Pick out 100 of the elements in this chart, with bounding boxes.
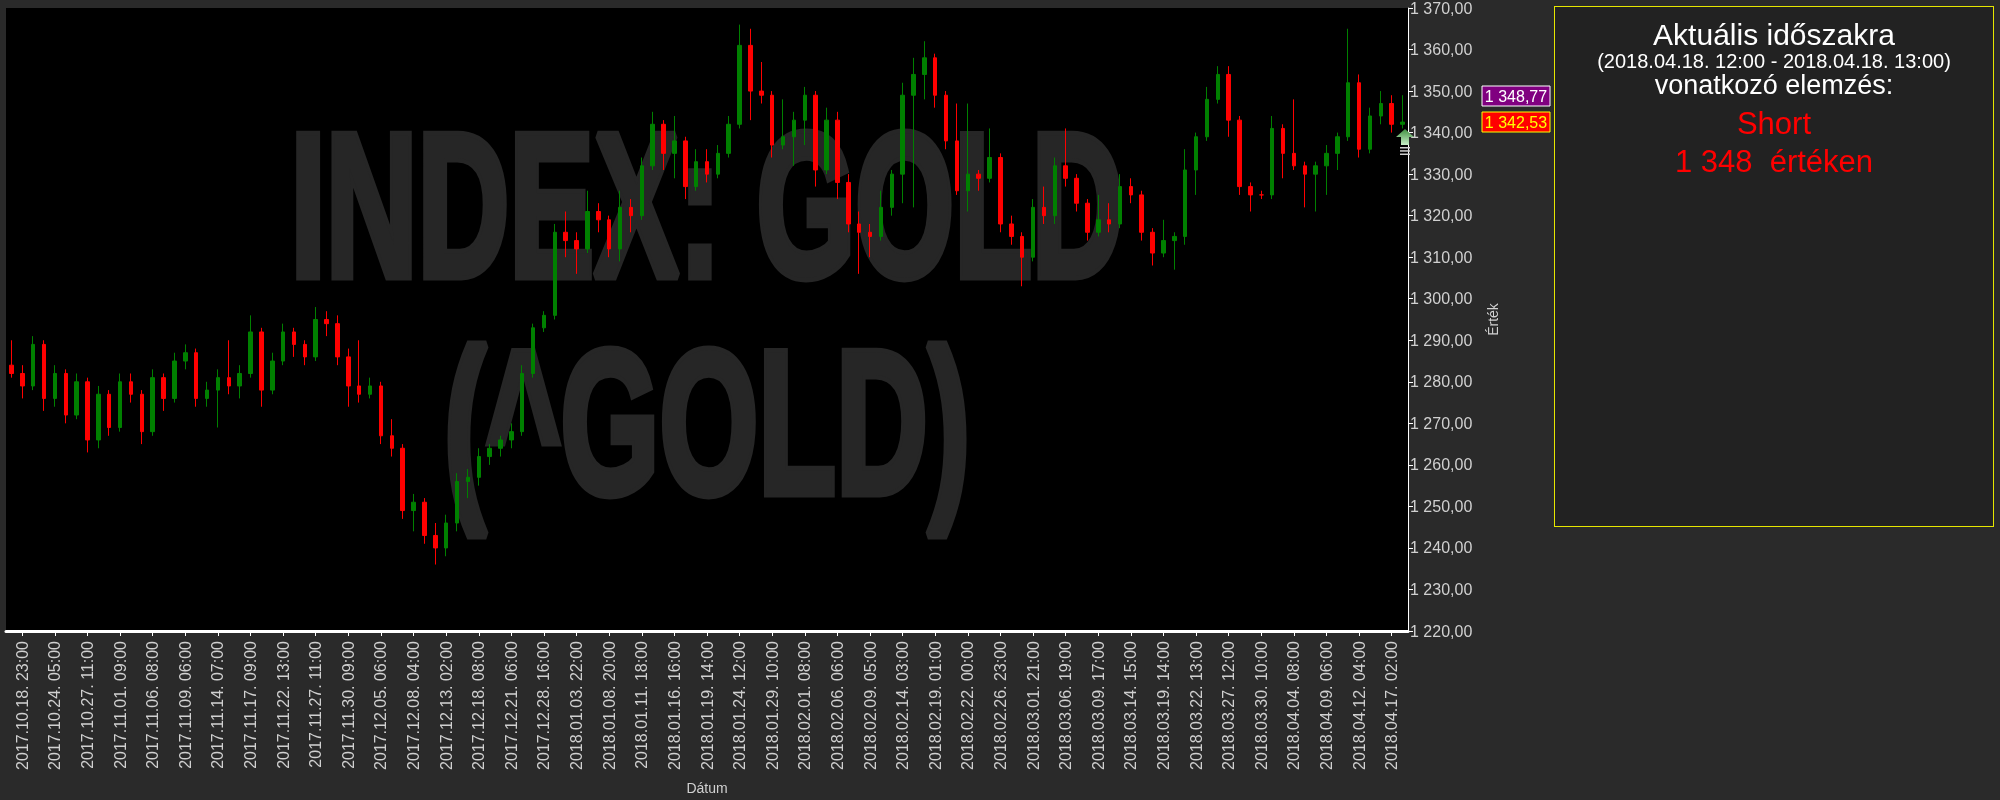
x-tick-label: 2017.11.14. 07:00 bbox=[209, 640, 227, 769]
candlestick bbox=[118, 372, 122, 433]
candlestick bbox=[922, 40, 927, 100]
y-tick-label: 1 240,00 bbox=[1410, 539, 1473, 557]
x-tick-label: 2017.10.24. 05:00 bbox=[46, 640, 64, 771]
x-tick-label: 2018.03.19. 14:00 bbox=[1154, 640, 1172, 771]
y-tick-label: 1 330,00 bbox=[1410, 165, 1473, 183]
candlestick bbox=[20, 364, 25, 399]
y-tick-label: 1 360,00 bbox=[1410, 41, 1473, 59]
y-tick-label: 1 250,00 bbox=[1410, 497, 1473, 515]
x-tick-label: 2018.02.09. 05:00 bbox=[861, 640, 879, 771]
candlestick bbox=[1368, 107, 1372, 154]
x-tick-label: 2017.11.09. 06:00 bbox=[176, 640, 194, 769]
x-tick-label: 2018.02.01. 08:00 bbox=[796, 640, 814, 771]
x-tick-label: 2017.10.27. 11:00 bbox=[79, 640, 97, 769]
candlestick bbox=[205, 381, 209, 408]
candlestick bbox=[150, 368, 155, 437]
candlestick bbox=[140, 389, 144, 445]
candlestick bbox=[1335, 132, 1340, 171]
x-tick-label: 2018.04.04. 08:00 bbox=[1285, 640, 1303, 771]
y-tick-label: 1 290,00 bbox=[1410, 331, 1473, 349]
candlestick bbox=[1281, 123, 1285, 179]
candlestick bbox=[281, 323, 285, 366]
candlestick bbox=[248, 314, 253, 379]
x-tick-label: 2017.11.22. 13:00 bbox=[274, 640, 292, 769]
candlestick bbox=[31, 335, 35, 391]
candlestick bbox=[1226, 65, 1231, 138]
y-tick-label: 1 280,00 bbox=[1410, 373, 1473, 391]
candlestick bbox=[172, 352, 177, 404]
candlestick bbox=[1129, 177, 1133, 204]
x-tick-label: 2018.03.30. 10:00 bbox=[1252, 640, 1270, 771]
x-tick-label: 2018.04.09. 06:00 bbox=[1317, 640, 1335, 771]
y-tick-label: 1 270,00 bbox=[1410, 414, 1473, 432]
x-tick-label: 2018.01.16. 16:00 bbox=[665, 640, 683, 771]
text: 1 342,53 bbox=[1484, 113, 1548, 131]
x-tick-label: 2018.01.29. 10:00 bbox=[763, 640, 781, 771]
x-tick-label: 2018.03.01. 21:00 bbox=[1024, 640, 1042, 771]
text: Aktuális időszakra bbox=[1653, 18, 1895, 51]
text: 1 348,77 bbox=[1484, 87, 1548, 105]
y-tick-label: 1 220,00 bbox=[1410, 622, 1473, 640]
candlestick bbox=[1139, 190, 1144, 242]
candlestick bbox=[1216, 65, 1220, 105]
y-axis-title: Érték bbox=[1485, 302, 1501, 336]
x-axis-title: Dátum bbox=[686, 780, 728, 796]
candlestick bbox=[292, 327, 296, 358]
x-tick-label: 2018.02.26. 23:00 bbox=[991, 640, 1009, 771]
candlestick bbox=[183, 343, 188, 370]
candlestick bbox=[194, 348, 198, 408]
candlestick bbox=[1194, 132, 1198, 196]
candlestick bbox=[270, 352, 275, 395]
candlestick bbox=[1324, 144, 1329, 196]
candlestick bbox=[161, 372, 166, 412]
x-tick-label: 2018.01.08. 20:00 bbox=[600, 640, 618, 771]
x-tick-label: 2018.01.19. 14:00 bbox=[698, 640, 716, 771]
candlestick bbox=[1183, 148, 1187, 246]
x-tick-label: 2017.12.13. 02:00 bbox=[437, 640, 455, 771]
y-tick-label: 1 340,00 bbox=[1410, 124, 1473, 142]
y-tick-label: 1 350,00 bbox=[1410, 82, 1473, 100]
candlestick bbox=[216, 368, 220, 428]
x-tick-label: 2018.04.12. 04:00 bbox=[1350, 640, 1368, 771]
candlestick bbox=[1172, 231, 1177, 271]
candlestick bbox=[1161, 219, 1166, 258]
x-tick-label: 2018.01.11. 18:00 bbox=[633, 640, 651, 769]
y-tick-label: 1 320,00 bbox=[1410, 207, 1473, 225]
candlestick bbox=[107, 389, 111, 437]
candlestick bbox=[1313, 161, 1318, 213]
text: vonatkozó elemzés: bbox=[1654, 70, 1894, 100]
text: Short bbox=[1736, 106, 1812, 142]
x-tick-label: 2017.11.27. 11:00 bbox=[307, 640, 325, 768]
x-tick-label: 2017.12.28. 16:00 bbox=[535, 640, 553, 771]
candlestick bbox=[9, 339, 14, 379]
x-tick-label: 2018.02.06. 06:00 bbox=[828, 640, 846, 771]
y-tick-label: 1 300,00 bbox=[1410, 290, 1473, 308]
candlestick bbox=[1292, 98, 1296, 171]
y-tick-label: 1 370,00 bbox=[1410, 0, 1473, 17]
candlestick bbox=[1400, 94, 1405, 129]
candlestick bbox=[1150, 227, 1155, 267]
x-tick-label: 2018.04.17. 02:00 bbox=[1383, 640, 1401, 771]
candlestick bbox=[64, 368, 68, 424]
x-tick-label: 2017.12.21. 06:00 bbox=[502, 640, 520, 771]
x-tick-label: 2018.02.22. 00:00 bbox=[959, 640, 977, 771]
candlestick bbox=[237, 364, 242, 399]
x-tick-label: 2017.11.06. 08:00 bbox=[144, 640, 162, 769]
text: 1 348 értéken bbox=[1674, 143, 1874, 181]
candlestick bbox=[259, 327, 264, 408]
candlestick bbox=[1270, 115, 1274, 200]
x-tick-label: 2017.12.05. 06:00 bbox=[372, 640, 390, 771]
candlestick bbox=[1248, 181, 1253, 213]
text: (2018.04.18. 12:00 - 2018.04.18. 13:00) bbox=[1597, 50, 1951, 72]
x-tick-label: 2017.11.01. 09:00 bbox=[111, 640, 129, 769]
x-tick-label: 2018.03.06. 19:00 bbox=[1057, 640, 1075, 771]
candlestick bbox=[1237, 115, 1242, 196]
x-tick-label: 2017.10.18. 23:00 bbox=[13, 640, 31, 771]
x-tick-label: 2018.01.24. 12:00 bbox=[731, 640, 749, 771]
candlestick bbox=[1389, 94, 1394, 134]
x-tick-label: 2017.11.30. 09:00 bbox=[339, 640, 357, 769]
x-tick-label: 2018.01.03. 22:00 bbox=[568, 640, 586, 771]
candlestick bbox=[1303, 161, 1307, 208]
candlestick bbox=[129, 372, 133, 404]
candlestick bbox=[42, 339, 46, 412]
